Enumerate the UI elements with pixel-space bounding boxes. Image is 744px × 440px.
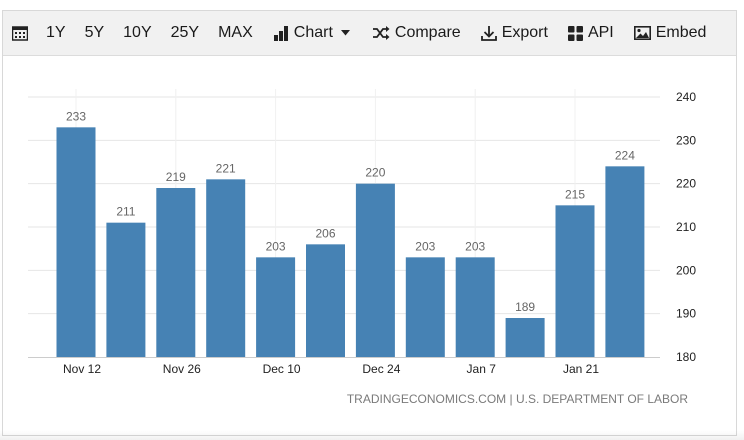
calendar-button[interactable]	[12, 11, 28, 55]
y-axis-ticks: 180 190 200 210 220 230 240	[676, 90, 696, 364]
x-tick-label: Jan 21	[563, 362, 599, 376]
bar-nov-12	[56, 127, 96, 357]
bar-chart-icon	[273, 25, 288, 41]
chevron-down-icon	[340, 30, 350, 36]
page-bottom-shadow	[0, 430, 744, 440]
chart-toolbar: 1Y 5Y 10Y 25Y MAX Chart Compare	[3, 11, 736, 56]
embed-button[interactable]: Embed	[633, 11, 707, 55]
bar-dec-03	[206, 179, 246, 357]
period-25y-button[interactable]: 25Y	[170, 24, 200, 41]
bar-jan-7	[455, 257, 495, 357]
bar-jan-14	[505, 318, 545, 357]
bar-data-label: 203	[266, 239, 286, 253]
bar-jan-28	[605, 166, 645, 357]
bar-dec-10	[256, 257, 296, 357]
x-axis-ticks: Nov 12 Nov 26 Dec 10 Dec 24 Jan 7 Jan 21	[63, 362, 599, 376]
period-1y-button[interactable]: 1Y	[46, 24, 66, 41]
x-tick-label: Nov 26	[163, 362, 201, 376]
y-tick-label: 180	[676, 350, 696, 364]
download-icon	[480, 26, 497, 41]
compare-button[interactable]: Compare	[372, 11, 461, 55]
bar-data-label: 215	[565, 187, 585, 201]
api-button[interactable]: API	[567, 11, 614, 55]
y-tick-label: 190	[676, 307, 696, 321]
period-max-button[interactable]: MAX	[218, 24, 253, 41]
source-credit: TRADINGECONOMICS.COM | U.S. DEPARTMENT O…	[347, 392, 688, 406]
compare-label: Compare	[394, 24, 461, 41]
chart-data-labels: 233 211 219 221 203 206 220 203 203 189 215 224	[66, 109, 635, 314]
x-tick-label: Jan 7	[467, 362, 497, 376]
bar-dec-24	[355, 183, 395, 357]
bar-data-label: 206	[315, 226, 335, 240]
shuffle-icon	[372, 26, 390, 40]
x-tick-label: Dec 10	[263, 362, 301, 376]
api-label: API	[587, 24, 614, 41]
chart-type-dropdown[interactable]: Chart	[273, 11, 350, 55]
y-tick-label: 200	[676, 263, 696, 277]
y-tick-label: 210	[676, 220, 696, 234]
bar-dec-17	[306, 244, 345, 357]
chart-type-label: Chart	[293, 24, 333, 41]
bar-data-label: 220	[365, 166, 385, 180]
chart-bars	[56, 127, 645, 357]
bar-nov-19	[106, 222, 146, 357]
bar-data-label: 219	[166, 170, 186, 184]
export-button[interactable]: Export	[480, 11, 548, 55]
bar-data-label: 233	[66, 109, 86, 123]
y-tick-label: 220	[676, 177, 696, 191]
x-tick-label: Nov 12	[63, 362, 101, 376]
export-label: Export	[501, 24, 548, 41]
image-icon	[633, 26, 651, 40]
period-5y-button[interactable]: 5Y	[84, 24, 105, 41]
x-tick-label: Dec 24	[362, 362, 400, 376]
period-10y-button[interactable]: 10Y	[123, 24, 152, 41]
embed-label: Embed	[655, 24, 707, 41]
y-tick-label: 240	[676, 90, 696, 104]
bar-dec-31	[405, 257, 445, 357]
grid-icon	[567, 25, 583, 41]
bar-jan-21	[555, 205, 595, 357]
y-tick-label: 230	[676, 133, 696, 147]
bar-data-label: 189	[515, 300, 535, 314]
calendar-icon	[12, 26, 28, 41]
bar-data-label: 224	[615, 148, 635, 162]
bar-data-label: 221	[216, 161, 236, 175]
bar-data-label: 203	[415, 239, 435, 253]
bar-data-label: 211	[116, 205, 135, 219]
bar-nov-26	[156, 188, 196, 357]
bar-data-label: 203	[465, 239, 485, 253]
